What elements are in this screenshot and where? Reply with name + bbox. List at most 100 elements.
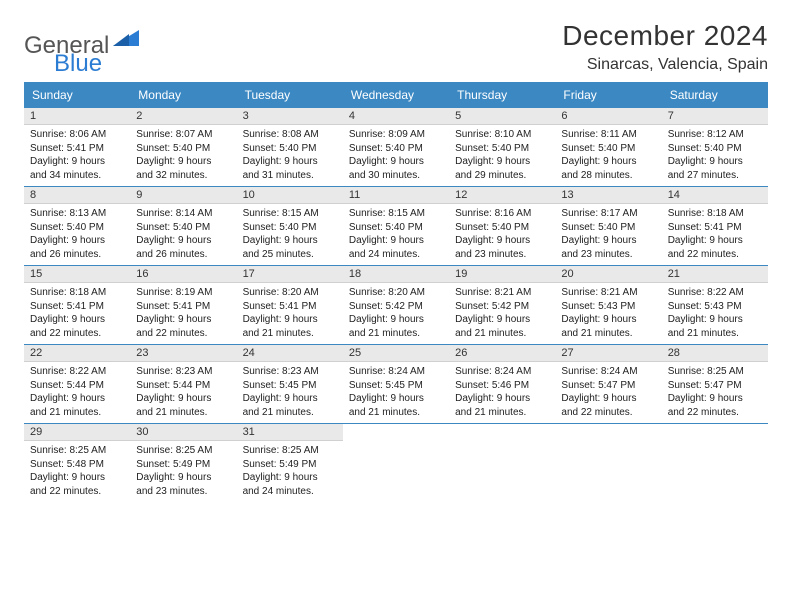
weekday-monday: Monday	[130, 82, 236, 108]
day-body: Sunrise: 8:22 AMSunset: 5:43 PMDaylight:…	[662, 283, 768, 344]
sunrise-text: Sunrise: 8:07 AM	[136, 128, 230, 142]
day-body: Sunrise: 8:25 AMSunset: 5:49 PMDaylight:…	[237, 441, 343, 502]
daylight-text-2: and 22 minutes.	[668, 248, 762, 262]
sunrise-text: Sunrise: 8:16 AM	[455, 207, 549, 221]
day-cell: 9Sunrise: 8:14 AMSunset: 5:40 PMDaylight…	[130, 187, 236, 265]
daylight-text-2: and 24 minutes.	[243, 485, 337, 499]
sunrise-text: Sunrise: 8:22 AM	[668, 286, 762, 300]
daylight-text-2: and 23 minutes.	[455, 248, 549, 262]
day-body: Sunrise: 8:12 AMSunset: 5:40 PMDaylight:…	[662, 125, 768, 186]
daylight-text-2: and 21 minutes.	[455, 406, 549, 420]
sunset-text: Sunset: 5:44 PM	[136, 379, 230, 393]
weekday-friday: Friday	[555, 82, 661, 108]
day-cell: 2 Sunrise: 8:07 AMSunset: 5:40 PMDaylight…	[130, 108, 236, 186]
daylight-text-1: Daylight: 9 hours	[668, 313, 762, 327]
day-body: Sunrise: 8:25 AMSunset: 5:49 PMDaylight:…	[130, 441, 236, 502]
daylight-text-1: Daylight: 9 hours	[30, 392, 124, 406]
sunrise-text: Sunrise: 8:17 AM	[561, 207, 655, 221]
day-cell: 20Sunrise: 8:21 AMSunset: 5:43 PMDayligh…	[555, 266, 661, 344]
day-number: 15	[24, 266, 130, 283]
day-cell: 22Sunrise: 8:22 AMSunset: 5:44 PMDayligh…	[24, 345, 130, 423]
day-number: 18	[343, 266, 449, 283]
blank-cell	[449, 424, 555, 502]
daylight-text-1: Daylight: 9 hours	[243, 313, 337, 327]
daylight-text-1: Daylight: 9 hours	[136, 234, 230, 248]
daylight-text-2: and 28 minutes.	[561, 169, 655, 183]
sunset-text: Sunset: 5:41 PM	[243, 300, 337, 314]
day-cell: 15Sunrise: 8:18 AMSunset: 5:41 PMDayligh…	[24, 266, 130, 344]
day-cell: 6Sunrise: 8:11 AMSunset: 5:40 PMDaylight…	[555, 108, 661, 186]
sunset-text: Sunset: 5:49 PM	[136, 458, 230, 472]
day-cell: 1Sunrise: 8:06 AMSunset: 5:41 PMDaylight…	[24, 108, 130, 186]
day-cell: 24Sunrise: 8:23 AMSunset: 5:45 PMDayligh…	[237, 345, 343, 423]
sunrise-text: Sunrise: 8:11 AM	[561, 128, 655, 142]
daylight-text-2: and 22 minutes.	[668, 406, 762, 420]
daylight-text-1: Daylight: 9 hours	[136, 313, 230, 327]
sunset-text: Sunset: 5:40 PM	[243, 221, 337, 235]
day-cell: 31Sunrise: 8:25 AMSunset: 5:49 PMDayligh…	[237, 424, 343, 502]
day-cell: 7Sunrise: 8:12 AMSunset: 5:40 PMDaylight…	[662, 108, 768, 186]
daylight-text-1: Daylight: 9 hours	[349, 392, 443, 406]
week-row: 8Sunrise: 8:13 AMSunset: 5:40 PMDaylight…	[24, 187, 768, 265]
day-number: 3	[237, 108, 343, 125]
day-number: 20	[555, 266, 661, 283]
calendar-page: General Blue December 2024 Sinarcas, Val…	[0, 0, 792, 522]
day-number: 2	[130, 108, 236, 125]
day-number: 12	[449, 187, 555, 204]
day-body: Sunrise: 8:21 AMSunset: 5:43 PMDaylight:…	[555, 283, 661, 344]
sunrise-text: Sunrise: 8:14 AM	[136, 207, 230, 221]
daylight-text-2: and 31 minutes.	[243, 169, 337, 183]
daylight-text-1: Daylight: 9 hours	[455, 234, 549, 248]
sunset-text: Sunset: 5:40 PM	[668, 142, 762, 156]
sunset-text: Sunset: 5:40 PM	[561, 221, 655, 235]
sunset-text: Sunset: 5:41 PM	[136, 300, 230, 314]
daylight-text-2: and 21 minutes.	[668, 327, 762, 341]
day-number: 13	[555, 187, 661, 204]
daylight-text-2: and 21 minutes.	[30, 406, 124, 420]
day-number: 22	[24, 345, 130, 362]
day-number: 8	[24, 187, 130, 204]
daylight-text-1: Daylight: 9 hours	[561, 234, 655, 248]
weekday-tuesday: Tuesday	[237, 82, 343, 108]
daylight-text-1: Daylight: 9 hours	[455, 313, 549, 327]
day-number: 30	[130, 424, 236, 441]
sunset-text: Sunset: 5:49 PM	[243, 458, 337, 472]
daylight-text-2: and 26 minutes.	[30, 248, 124, 262]
logo: General Blue	[24, 28, 139, 63]
sunset-text: Sunset: 5:43 PM	[668, 300, 762, 314]
day-body: Sunrise: 8:25 AMSunset: 5:48 PMDaylight:…	[24, 441, 130, 502]
daylight-text-2: and 30 minutes.	[349, 169, 443, 183]
daylight-text-1: Daylight: 9 hours	[243, 471, 337, 485]
weeks-container: 1Sunrise: 8:06 AMSunset: 5:41 PMDaylight…	[24, 108, 768, 502]
daylight-text-2: and 22 minutes.	[561, 406, 655, 420]
sunset-text: Sunset: 5:40 PM	[136, 142, 230, 156]
sunset-text: Sunset: 5:46 PM	[455, 379, 549, 393]
day-number: 9	[130, 187, 236, 204]
location-text: Sinarcas, Valencia, Spain	[562, 56, 768, 74]
day-cell: 17Sunrise: 8:20 AMSunset: 5:41 PMDayligh…	[237, 266, 343, 344]
day-cell: 29Sunrise: 8:25 AMSunset: 5:48 PMDayligh…	[24, 424, 130, 502]
daylight-text-1: Daylight: 9 hours	[136, 471, 230, 485]
day-body: Sunrise: 8:23 AMSunset: 5:44 PMDaylight:…	[130, 362, 236, 423]
day-cell: 26Sunrise: 8:24 AMSunset: 5:46 PMDayligh…	[449, 345, 555, 423]
sunset-text: Sunset: 5:40 PM	[349, 221, 443, 235]
sunset-text: Sunset: 5:45 PM	[349, 379, 443, 393]
day-body: Sunrise: 8:14 AMSunset: 5:40 PMDaylight:…	[130, 204, 236, 265]
day-body: Sunrise: 8:10 AMSunset: 5:40 PMDaylight:…	[449, 125, 555, 186]
daylight-text-1: Daylight: 9 hours	[136, 155, 230, 169]
sunrise-text: Sunrise: 8:22 AM	[30, 365, 124, 379]
sunrise-text: Sunrise: 8:20 AM	[349, 286, 443, 300]
day-body: Sunrise: 8:22 AMSunset: 5:44 PMDaylight:…	[24, 362, 130, 423]
day-number: 6	[555, 108, 661, 125]
sunset-text: Sunset: 5:40 PM	[455, 221, 549, 235]
weekday-thursday: Thursday	[449, 82, 555, 108]
blank-cell	[343, 424, 449, 502]
daylight-text-2: and 24 minutes.	[349, 248, 443, 262]
sunrise-text: Sunrise: 8:23 AM	[243, 365, 337, 379]
title-block: December 2024 Sinarcas, Valencia, Spain	[562, 20, 768, 74]
day-number: 21	[662, 266, 768, 283]
day-number: 14	[662, 187, 768, 204]
week-row: 22Sunrise: 8:22 AMSunset: 5:44 PMDayligh…	[24, 345, 768, 423]
daylight-text-2: and 26 minutes.	[136, 248, 230, 262]
sunset-text: Sunset: 5:40 PM	[30, 221, 124, 235]
